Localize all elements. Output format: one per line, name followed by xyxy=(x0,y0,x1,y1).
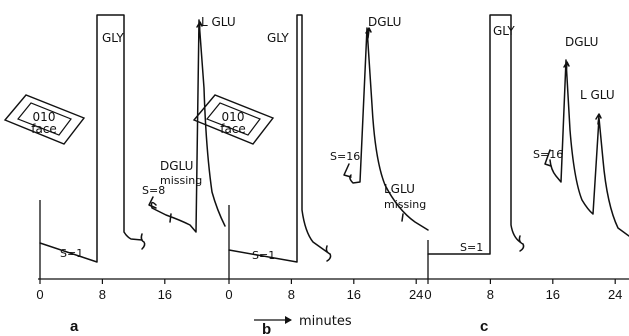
panel-c-s16-label: S=16 xyxy=(533,148,563,161)
x-axis-label: minutes xyxy=(299,314,352,329)
panel-b-tick-label: 8 xyxy=(288,287,295,302)
panel-a-lglu-label: L GLU xyxy=(201,15,236,29)
panel-a-s1-label: S=1 xyxy=(60,247,83,260)
panel-b-s1-label: S=1 xyxy=(252,249,275,262)
crystal-a-label-line1: 010 xyxy=(33,110,56,124)
panel-c-tick-label: 0 xyxy=(424,287,431,302)
crystal-face-a: 010 face xyxy=(3,94,86,145)
panel-b-dglu-label: DGLU xyxy=(368,15,401,29)
panel-c-s1-label: S=1 xyxy=(460,241,483,254)
panel-b-tick-label: 0 xyxy=(225,287,232,302)
panel-a-tick-label: 0 xyxy=(36,287,43,302)
panel-b-trace-detector-break xyxy=(325,245,332,262)
panel-b-ticks: 0 8 16 24 xyxy=(225,279,423,302)
panel-a-missing-label: missing xyxy=(160,174,202,187)
panel-a-ticks: 0 8 16 xyxy=(36,279,172,302)
crystal-a-label-line2: face xyxy=(31,122,57,136)
panel-a-trace-baseline xyxy=(39,14,143,263)
panel-b-s16-marker xyxy=(343,163,352,178)
panel-b-missing-label: missing xyxy=(384,198,426,211)
lglu-arrow-c xyxy=(595,113,602,125)
crystal-b-label-line1: 010 xyxy=(222,110,245,124)
panel-c-dglu-label: DGLU xyxy=(565,35,598,49)
panel-b-lglu-label: LGLU xyxy=(384,182,415,196)
panel-c-trace-detector-break xyxy=(518,235,525,252)
dglu-arrow-c xyxy=(563,61,570,73)
missing-arrow-a xyxy=(169,213,172,223)
panel-c-lglu-label: L GLU xyxy=(580,88,615,102)
panel-b-trace-baseline xyxy=(228,14,328,263)
panel-letter-a: a xyxy=(70,318,79,335)
panel-letter-c: c xyxy=(480,318,488,335)
panel-c-tick-label: 24 xyxy=(608,287,622,302)
panel-a-gly-label: GLY xyxy=(102,31,124,45)
panel-c-tick-label: 16 xyxy=(546,287,560,302)
dglu-arrow-b xyxy=(365,27,372,39)
crystal-face-b: 010 face xyxy=(192,94,275,145)
panel-c-tick-label: 8 xyxy=(487,287,494,302)
panel-b-gly-label: GLY xyxy=(267,31,289,45)
lglu-arrow-a xyxy=(196,21,203,36)
panel-a-s8-marker xyxy=(148,196,157,209)
panel-c-trace-baseline xyxy=(427,14,521,255)
panel-c-trace-glu-peaks xyxy=(549,59,629,237)
missing-arrow-b xyxy=(401,213,404,222)
panel-b-tick-label: 24 xyxy=(409,287,423,302)
x-axis-title: minutes xyxy=(254,314,352,329)
panel-a-tick-label: 16 xyxy=(158,287,172,302)
panel-b-tick-label: 16 xyxy=(347,287,361,302)
crystal-b-label-line2: face xyxy=(220,122,246,136)
panel-a-trace-detector-break xyxy=(140,233,146,250)
panel-a-dglu-label: DGLU xyxy=(160,159,193,173)
panel-a-s8-label: S=8 xyxy=(142,184,165,197)
panel-a-trace-lglu-peak xyxy=(150,19,226,233)
panel-c-gly-label: GLY xyxy=(493,24,515,38)
panel-b-trace-dglu-peak xyxy=(349,27,429,231)
panel-letter-b: b xyxy=(262,321,271,336)
panel-c-s16-marker xyxy=(544,149,552,167)
panel-a-tick-label: 8 xyxy=(99,287,106,302)
x-axis-arrow-head xyxy=(285,316,292,324)
panel-b-s16-label: S=16 xyxy=(330,150,360,163)
panel-c-ticks: 0 8 16 24 xyxy=(424,279,622,302)
